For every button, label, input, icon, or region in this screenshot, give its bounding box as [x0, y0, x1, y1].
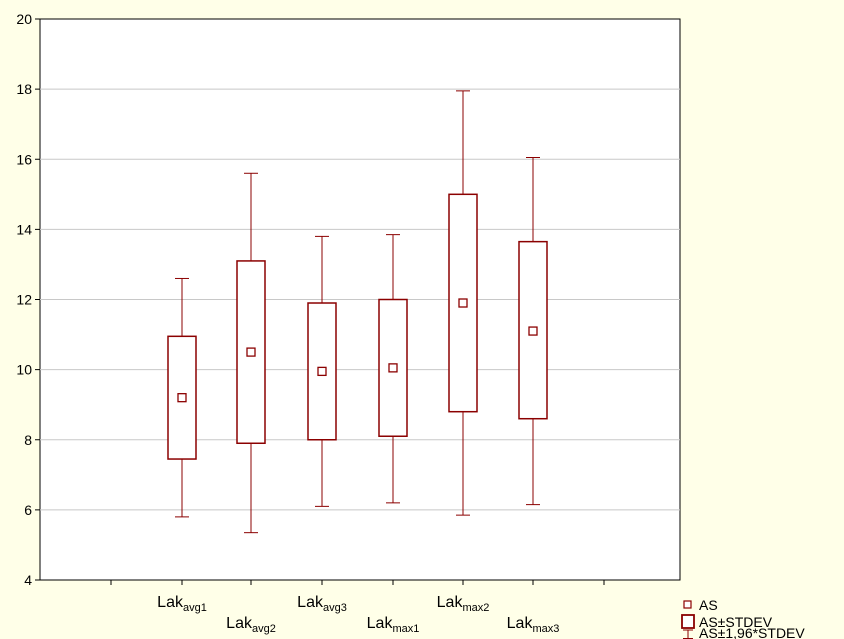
- box-1: [236, 172, 266, 534]
- box-0: [167, 277, 197, 518]
- x-tick-label: Lakmax3: [507, 615, 560, 635]
- y-tick-label: 8: [24, 432, 32, 448]
- y-tick-label: 10: [16, 362, 32, 378]
- legend-mean-symbol: [683, 600, 692, 609]
- box-5: [518, 156, 548, 506]
- y-tick-label: 6: [24, 502, 32, 518]
- x-tick-label: Lakmax1: [367, 615, 420, 635]
- y-axis: 4 6 8 10 12 14 16 18 20: [16, 11, 40, 588]
- y-tick-label: 4: [24, 572, 32, 588]
- legend-box-symbol: [681, 614, 695, 629]
- mean-marker: [388, 363, 398, 373]
- x-tick-label: Lakmax2: [437, 594, 490, 614]
- x-tick-label: Lakavg1: [157, 594, 207, 614]
- y-tick-label: 18: [16, 81, 32, 97]
- y-tick-label: 12: [16, 292, 32, 308]
- box-3: [378, 234, 408, 504]
- mean-marker: [317, 366, 327, 377]
- legend-label: AS±1,96*STDEV: [699, 625, 805, 639]
- gridlines: [40, 88, 680, 511]
- x-tick-label: Lakavg2: [226, 615, 276, 635]
- mean-marker: [177, 393, 187, 403]
- legend-label: AS±STDEV: [699, 614, 773, 630]
- mean-marker: [528, 326, 538, 336]
- y-tick-label: 16: [16, 151, 32, 167]
- mean-marker: [458, 298, 468, 308]
- y-tick-label: 20: [16, 11, 32, 27]
- box-2: [307, 235, 337, 507]
- y-tick-label: 14: [16, 221, 32, 237]
- mean-marker: [246, 347, 256, 357]
- x-tick-label: Lakavg3: [297, 594, 347, 614]
- boxes: [167, 90, 548, 534]
- legend-label: AS: [699, 597, 718, 613]
- box-4: [448, 90, 478, 516]
- x-axis: Lakavg1 Lakavg2 Lakavg3 Lakmax1 Lakmax2 Lakma…: [110, 580, 605, 635]
